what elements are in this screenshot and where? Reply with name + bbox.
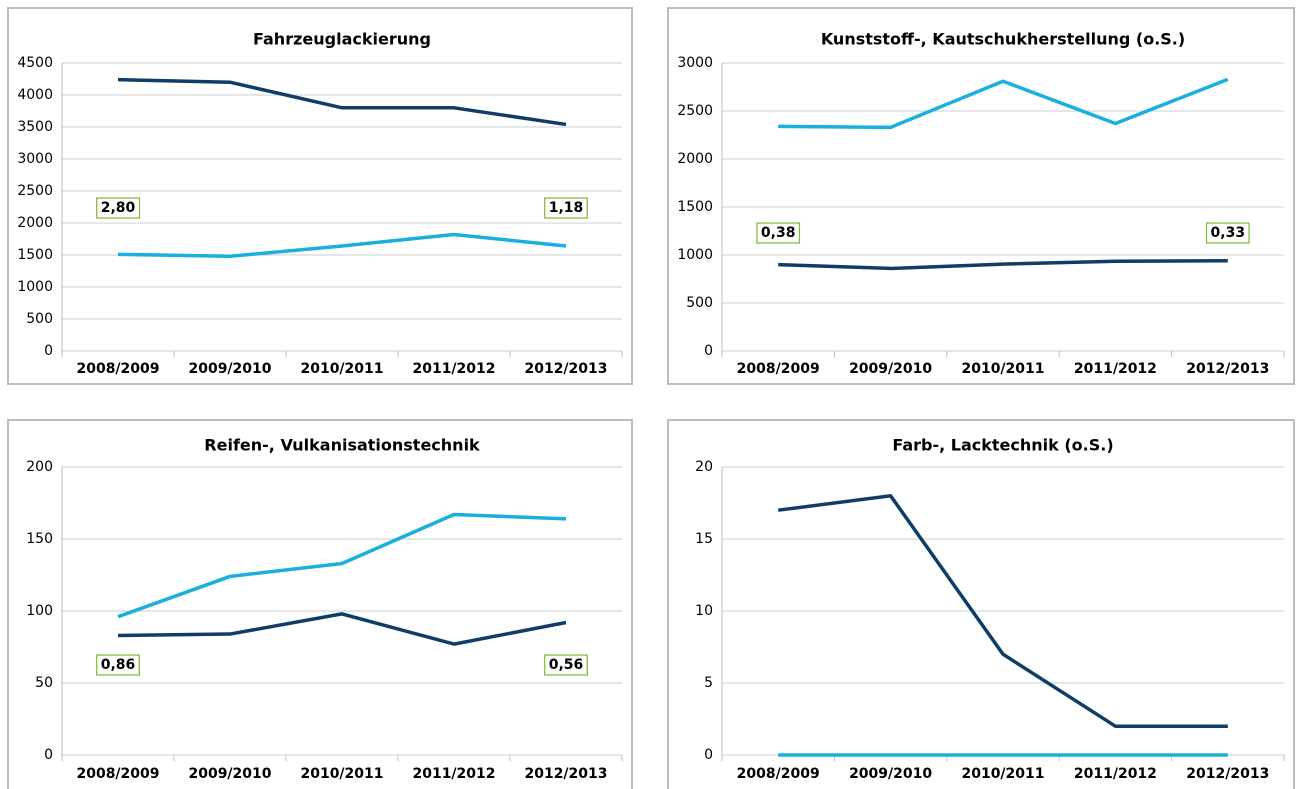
annotation-box: [96, 197, 141, 219]
y-tick-label: 1000: [677, 247, 713, 263]
series-line: [778, 259, 1228, 271]
x-tick-label: 2012/2013: [524, 766, 607, 782]
chart-title: Farb-, Lacktechnik (o.S.): [892, 436, 1113, 455]
y-tick-label: 2000: [677, 151, 713, 167]
y-tick-label: 1500: [17, 247, 53, 263]
y-tick-label: 150: [26, 531, 53, 547]
x-tick-label: 2008/2009: [737, 766, 820, 782]
annotation: 0,86: [101, 657, 136, 673]
y-tick-label: 2500: [17, 183, 53, 199]
x-tick-label: 2009/2010: [849, 766, 932, 782]
y-tick-label: 15: [695, 531, 713, 547]
x-tick-label: 2008/2009: [76, 361, 159, 377]
y-tick-label: 500: [26, 311, 53, 327]
annotation: 2,80: [101, 200, 136, 216]
annotation: 0,33: [1211, 225, 1246, 241]
y-tick-label: 4500: [17, 55, 53, 71]
panel-frame: [7, 7, 633, 385]
annotation-box: [1205, 222, 1250, 244]
series-line: [117, 512, 567, 619]
annotation: 0,38: [761, 225, 796, 241]
annotation-box: [756, 222, 801, 244]
x-tick-label: 2012/2013: [524, 361, 607, 377]
series-line: [117, 612, 567, 646]
y-tick-label: 10: [695, 603, 713, 619]
x-tick-label: 2011/2012: [1074, 361, 1157, 377]
series-line: [117, 77, 567, 127]
x-tick-label: 2008/2009: [737, 361, 820, 377]
x-tick-label: 2010/2011: [300, 361, 383, 377]
y-tick-label: 1500: [677, 199, 713, 215]
y-tick-label: 200: [26, 459, 53, 475]
x-tick-label: 2009/2010: [188, 361, 271, 377]
chart-title: Kunststoff-, Kautschukherstellung (o.S.): [821, 30, 1185, 49]
y-tick-label: 0: [44, 747, 53, 763]
series-line: [778, 77, 1229, 130]
x-tick-label: 2010/2011: [961, 361, 1044, 377]
x-tick-label: 2010/2011: [300, 766, 383, 782]
annotation: 0,56: [549, 657, 584, 673]
annotation-box: [544, 197, 588, 219]
y-tick-label: 20: [695, 459, 713, 475]
y-tick-label: 3000: [17, 151, 53, 167]
annotation: 1,18: [549, 200, 584, 216]
y-tick-label: 2000: [17, 215, 53, 231]
annotation-box: [544, 654, 588, 676]
chart-title: Fahrzeuglackierung: [253, 30, 431, 49]
y-tick-label: 500: [686, 295, 713, 311]
panel-frame: [7, 419, 633, 789]
panel-frame: [667, 7, 1295, 385]
y-tick-label: 100: [26, 603, 53, 619]
x-tick-label: 2011/2012: [1074, 766, 1157, 782]
y-tick-label: 50: [35, 675, 53, 691]
x-tick-label: 2009/2010: [849, 361, 932, 377]
y-tick-label: 1000: [17, 279, 53, 295]
x-tick-label: 2012/2013: [1186, 766, 1269, 782]
y-tick-label: 2500: [677, 103, 713, 119]
series-line: [777, 494, 1228, 728]
y-tick-label: 3000: [677, 55, 713, 71]
y-tick-label: 4000: [17, 87, 53, 103]
x-tick-label: 2012/2013: [1186, 361, 1269, 377]
x-tick-label: 2010/2011: [961, 766, 1044, 782]
x-tick-label: 2011/2012: [412, 361, 495, 377]
y-tick-label: 0: [44, 343, 53, 359]
x-tick-label: 2011/2012: [412, 766, 495, 782]
series-line: [117, 232, 567, 259]
y-tick-label: 3500: [17, 119, 53, 135]
y-tick-label: 0: [704, 343, 713, 359]
y-tick-label: 5: [704, 675, 713, 691]
x-tick-label: 2008/2009: [76, 766, 159, 782]
x-tick-label: 2009/2010: [188, 766, 271, 782]
chart-title: Reifen-, Vulkanisationstechnik: [204, 436, 480, 455]
y-tick-label: 0: [704, 747, 713, 763]
panel-frame: [667, 419, 1295, 789]
annotation-box: [96, 654, 140, 676]
